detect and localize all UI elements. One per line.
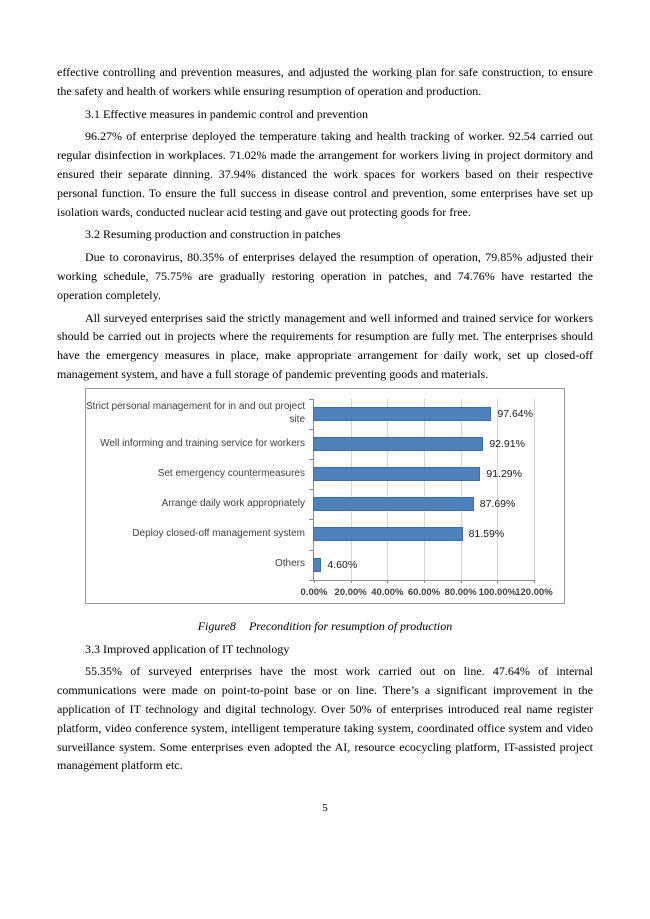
paragraph-3-3: 55.35% of surveyed enterprises have the … <box>57 664 593 773</box>
chart-bar-track: 87.69% <box>313 497 533 512</box>
heading-3-3: 3.3 Improved application of IT technolog… <box>85 641 290 656</box>
chart-plot-area: 0.00% 20.00% 40.00% 60.00% 80.00% 100.00% 120.… <box>301 398 553 598</box>
chart-bar <box>313 557 322 572</box>
chart-bar-track: 92.91% <box>313 436 533 451</box>
chart-value-label: 81.59% <box>468 528 505 541</box>
chart-bar-track: 4.60% <box>313 557 533 572</box>
y-axis-tick <box>309 519 314 521</box>
x-axis-label: 80.00% <box>444 586 477 598</box>
figure-title: Precondition for resumption of productio… <box>248 618 453 633</box>
x-axis-label: 0.00% <box>300 586 328 598</box>
chart-bar <box>313 406 492 421</box>
x-axis-tick <box>460 579 462 583</box>
paragraph-3-2a: Due to coronavirus, 80.35% of enterprise… <box>57 250 593 302</box>
chart-row: Deploy closed-off management system 81.59… <box>86 519 564 549</box>
chart-row: Strict personal management for in and ou… <box>86 399 564 429</box>
chart-row: Arrange daily work appropriately 87.69% <box>86 489 564 519</box>
chart-bar <box>313 436 484 451</box>
chart-row: Others 4.60% <box>86 550 564 580</box>
page-number: 5 <box>322 802 328 815</box>
chart-category-label: Arrange daily work appropriately <box>161 498 305 510</box>
chart-category-label: Strict personal management for in and ou… <box>86 401 306 425</box>
y-axis-tick <box>309 579 314 581</box>
chart-gridline <box>350 398 352 580</box>
chart-gridline <box>424 398 425 580</box>
x-axis-label: 40.00% <box>371 586 404 598</box>
y-axis-tick <box>309 428 314 430</box>
x-axis-tick <box>387 579 389 583</box>
chart-value-label: 92.91% <box>489 437 525 450</box>
chart-row: Well informing and training service for … <box>86 429 564 459</box>
chart-value-label: 87.69% <box>479 498 516 511</box>
x-axis-tick <box>314 579 315 583</box>
chart-gridline <box>497 398 499 580</box>
x-axis-label: 20.00% <box>334 586 367 598</box>
chart-gridline <box>534 398 535 580</box>
chart-rows: Strict personal management for in and ou… <box>86 399 564 580</box>
figure-caption: Figure8 Precondition for resumption of pr… <box>57 617 593 636</box>
x-axis-tick <box>534 579 535 583</box>
paragraph-3-2b: All surveyed enterprises said the strict… <box>57 310 593 381</box>
chart-bar <box>313 527 463 542</box>
chart-row: Set emergency countermeasures 91.29% <box>86 459 564 489</box>
paragraph-3-1: 96.27% of enterprise deployed the temper… <box>57 129 593 219</box>
y-axis-tick <box>309 398 314 400</box>
chart-value-label: 4.60% <box>327 558 358 571</box>
heading-3-2: 3.2 Resuming production and construction… <box>85 227 341 242</box>
y-axis-tick <box>309 489 314 491</box>
x-axis-tick <box>350 579 352 583</box>
chart-value-label: 91.29% <box>486 468 522 481</box>
chart-category-label: Others <box>274 558 305 570</box>
figure-label: Figure8 <box>197 618 236 633</box>
chart-bar-track: 97.64% <box>313 406 533 421</box>
chart-gridline <box>387 398 389 580</box>
x-axis-label: 60.00% <box>407 586 441 598</box>
chart-category-label: Well informing and training service for … <box>100 437 305 449</box>
paragraph-continuation: effective controlling and prevention mea… <box>57 65 593 98</box>
x-axis-label: 120.00% <box>515 586 553 598</box>
chart-value-label: 97.64% <box>497 407 533 420</box>
y-axis-tick <box>309 459 314 461</box>
chart-category-label: Deploy closed-off management system <box>132 528 305 540</box>
figure8-bar-chart: 0.00% 20.00% 40.00% 60.00% 80.00% 100.00% 120.… <box>85 387 565 604</box>
chart-category-label: Set emergency countermeasures <box>157 467 305 479</box>
chart-gridline <box>460 398 462 580</box>
chart-bar-track: 91.29% <box>313 467 533 482</box>
x-axis-label: 100.00% <box>478 586 517 598</box>
x-axis-tick <box>424 579 425 583</box>
heading-3-1: 3.1 Effective measures in pandemic contr… <box>85 106 369 121</box>
chart-bar <box>313 497 474 512</box>
y-axis-tick <box>309 549 314 551</box>
chart-bar <box>313 467 481 482</box>
x-axis-tick <box>497 579 499 583</box>
chart-bar-track: 81.59% <box>313 527 533 542</box>
